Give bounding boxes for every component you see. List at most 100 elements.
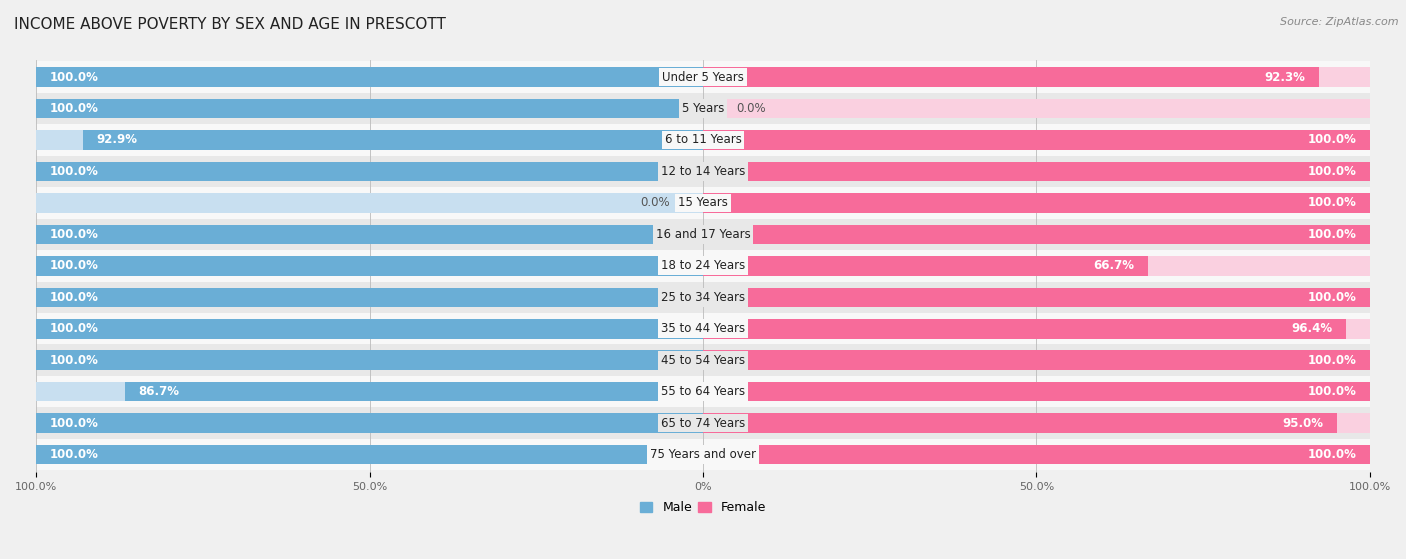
Bar — [37, 350, 703, 370]
Text: 75 Years and over: 75 Years and over — [650, 448, 756, 461]
Bar — [37, 99, 703, 119]
Text: 100.0%: 100.0% — [1308, 448, 1357, 461]
Text: 100.0%: 100.0% — [49, 291, 98, 304]
Text: 100.0%: 100.0% — [1308, 291, 1357, 304]
Bar — [37, 445, 703, 465]
Text: Under 5 Years: Under 5 Years — [662, 70, 744, 83]
Bar — [37, 414, 703, 433]
Bar — [703, 287, 1369, 307]
Bar — [37, 156, 1369, 187]
Bar — [703, 99, 1369, 119]
Bar — [37, 414, 703, 433]
Bar — [37, 350, 703, 370]
Bar — [703, 287, 1369, 307]
Text: 100.0%: 100.0% — [1308, 228, 1357, 241]
Bar — [37, 445, 703, 465]
Bar — [37, 67, 703, 87]
Bar — [37, 319, 703, 339]
Bar — [703, 130, 1369, 150]
Bar — [703, 67, 1319, 87]
Text: 100.0%: 100.0% — [49, 448, 98, 461]
Bar — [703, 414, 1337, 433]
Bar — [703, 350, 1369, 370]
Bar — [37, 250, 1369, 282]
Bar — [37, 225, 703, 244]
Text: 100.0%: 100.0% — [49, 228, 98, 241]
Text: 16 and 17 Years: 16 and 17 Years — [655, 228, 751, 241]
Text: 66.7%: 66.7% — [1094, 259, 1135, 272]
Bar — [37, 287, 703, 307]
Text: 100.0%: 100.0% — [49, 322, 98, 335]
Bar — [703, 162, 1369, 181]
Text: 92.3%: 92.3% — [1264, 70, 1305, 83]
Bar — [37, 408, 1369, 439]
Text: 0.0%: 0.0% — [640, 196, 669, 210]
Bar — [37, 256, 703, 276]
Bar — [703, 67, 1369, 87]
Bar — [37, 225, 703, 244]
Bar — [703, 319, 1346, 339]
Text: 92.9%: 92.9% — [97, 134, 138, 146]
Text: 5 Years: 5 Years — [682, 102, 724, 115]
Bar — [125, 382, 703, 401]
Bar — [37, 376, 1369, 408]
Bar — [37, 382, 703, 401]
Text: 65 to 74 Years: 65 to 74 Years — [661, 416, 745, 430]
Text: 86.7%: 86.7% — [138, 385, 179, 398]
Bar — [703, 350, 1369, 370]
Text: 100.0%: 100.0% — [1308, 165, 1357, 178]
Bar — [703, 256, 1147, 276]
Bar — [703, 319, 1369, 339]
Text: 100.0%: 100.0% — [49, 354, 98, 367]
Bar — [703, 256, 1369, 276]
Text: 35 to 44 Years: 35 to 44 Years — [661, 322, 745, 335]
Bar — [37, 124, 1369, 156]
Bar — [37, 61, 1369, 93]
Text: 12 to 14 Years: 12 to 14 Years — [661, 165, 745, 178]
Text: 100.0%: 100.0% — [49, 102, 98, 115]
Bar — [37, 287, 703, 307]
Text: 95.0%: 95.0% — [1282, 416, 1323, 430]
Text: 96.4%: 96.4% — [1291, 322, 1333, 335]
Text: 100.0%: 100.0% — [1308, 134, 1357, 146]
Bar — [37, 67, 703, 87]
Legend: Male, Female: Male, Female — [636, 496, 770, 519]
Bar — [37, 193, 703, 212]
Bar — [37, 162, 703, 181]
Text: 100.0%: 100.0% — [49, 416, 98, 430]
Bar — [37, 439, 1369, 470]
Text: 100.0%: 100.0% — [49, 70, 98, 83]
Text: INCOME ABOVE POVERTY BY SEX AND AGE IN PRESCOTT: INCOME ABOVE POVERTY BY SEX AND AGE IN P… — [14, 17, 446, 32]
Text: 25 to 34 Years: 25 to 34 Years — [661, 291, 745, 304]
Bar — [703, 193, 1369, 212]
Bar — [37, 187, 1369, 219]
Bar — [703, 414, 1369, 433]
Bar — [37, 256, 703, 276]
Text: 100.0%: 100.0% — [1308, 196, 1357, 210]
Bar — [37, 93, 1369, 124]
Text: 55 to 64 Years: 55 to 64 Years — [661, 385, 745, 398]
Text: 100.0%: 100.0% — [1308, 385, 1357, 398]
Bar — [37, 282, 1369, 313]
Text: 45 to 54 Years: 45 to 54 Years — [661, 354, 745, 367]
Text: 18 to 24 Years: 18 to 24 Years — [661, 259, 745, 272]
Text: 100.0%: 100.0% — [1308, 354, 1357, 367]
Bar — [703, 445, 1369, 465]
Bar — [37, 219, 1369, 250]
Text: 100.0%: 100.0% — [49, 165, 98, 178]
Bar — [37, 99, 703, 119]
Text: 100.0%: 100.0% — [49, 259, 98, 272]
Bar — [703, 445, 1369, 465]
Bar — [703, 193, 1369, 212]
Bar — [37, 130, 703, 150]
Bar — [37, 162, 703, 181]
Bar — [703, 225, 1369, 244]
Bar — [703, 382, 1369, 401]
Text: 6 to 11 Years: 6 to 11 Years — [665, 134, 741, 146]
Text: 15 Years: 15 Years — [678, 196, 728, 210]
Bar — [37, 319, 703, 339]
Bar — [703, 225, 1369, 244]
Bar — [703, 162, 1369, 181]
Text: 0.0%: 0.0% — [737, 102, 766, 115]
Bar — [703, 130, 1369, 150]
